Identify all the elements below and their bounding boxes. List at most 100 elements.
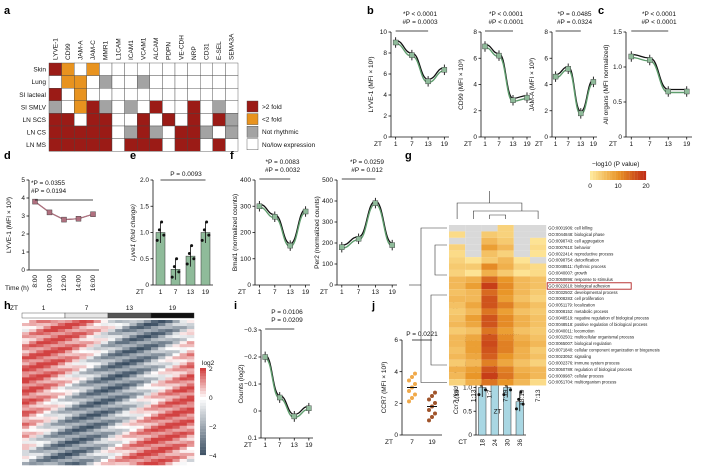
- h-heatmap-cell: [29, 431, 37, 436]
- h-heatmap-cell: [86, 437, 94, 442]
- a-row-label: Lung: [32, 79, 47, 86]
- e-replicate-dot: [190, 244, 194, 248]
- h-heatmap-cell: [65, 389, 73, 393]
- h-heatmap-cell: [72, 437, 80, 442]
- h-heatmap-cell: [165, 326, 173, 330]
- g-heatmap-cell: [497, 302, 514, 309]
- h-heatmap-cell: [50, 329, 59, 333]
- h-heatmap-cell: [172, 374, 180, 378]
- h-heatmap-cell: [129, 368, 137, 372]
- h-heatmap-cell: [186, 329, 195, 333]
- g-heatmap-cell: [497, 269, 514, 277]
- j-data-point: [427, 397, 431, 402]
- h-heatmap-cell: [43, 419, 51, 424]
- h-heatmap-cell: [172, 395, 180, 399]
- h-heatmap-cell: [108, 458, 116, 463]
- h-heatmap-cell: [43, 389, 51, 393]
- f1-data-point: [287, 242, 293, 249]
- h-heatmap-cell: [136, 446, 145, 451]
- h-scale-bar: [200, 368, 206, 371]
- g-heatmap-cell: [481, 225, 498, 232]
- b2-y-label: CD99 (MFI × 10³): [458, 59, 465, 110]
- h-heatmap-cell: [143, 410, 152, 414]
- h-heatmap-cell: [151, 341, 159, 345]
- g-scale-bar: [609, 171, 613, 180]
- a-heatmap-cell: [136, 75, 150, 89]
- h-heatmap-cell: [65, 443, 73, 448]
- h-heatmap-cell: [158, 446, 166, 451]
- h-heatmap-cell: [172, 410, 180, 414]
- h-heatmap-cell: [108, 431, 116, 436]
- f1-data-line: [259, 206, 306, 248]
- g-heatmap-cell: [513, 289, 530, 296]
- h-heatmap-cell: [50, 455, 59, 460]
- h-heatmap-cell: [43, 416, 51, 420]
- h-heatmap-cell: [115, 320, 123, 324]
- g-heatmap-cell: [465, 225, 482, 232]
- g-heatmap-cell: [530, 353, 547, 360]
- h-heatmap-cell: [57, 371, 66, 375]
- h-heatmap-cell: [79, 362, 87, 366]
- a-heatmap-cell: [48, 100, 62, 114]
- h-heatmap-cell: [158, 443, 166, 448]
- h-heatmap-cell: [143, 347, 152, 351]
- h-heatmap-cell: [122, 383, 130, 387]
- h-heatmap-cell: [93, 329, 102, 333]
- h-heatmap-cell: [143, 332, 152, 336]
- h-heatmap-cell: [43, 347, 51, 351]
- h-heatmap-cell: [72, 416, 80, 420]
- j-y-tick-label: 0: [394, 432, 398, 439]
- g-row-label: GO:0098743: cell aggregation: [548, 238, 605, 243]
- h-heatmap-cell: [143, 443, 152, 448]
- b1-annotation: #P = 0.0003: [402, 19, 438, 26]
- h-heatmap-cell: [151, 458, 159, 463]
- a-heatmap-cell: [212, 113, 226, 127]
- j-data-point: [407, 399, 411, 404]
- h-heatmap-cell: [100, 335, 109, 339]
- h-heatmap-cell: [57, 431, 66, 436]
- h-heatmap-cell: [65, 428, 73, 433]
- f1-y-tick-label: 400: [240, 177, 251, 184]
- h-x-label: ZT: [10, 305, 18, 312]
- g-heatmap-cell: [513, 269, 530, 277]
- h-heatmap-cell: [29, 416, 37, 420]
- h-heatmap-cell: [122, 344, 130, 348]
- h-heatmap-cell: [165, 377, 173, 381]
- h-heatmap-cell: [65, 374, 73, 378]
- g-heatmap-cell: [465, 308, 482, 315]
- h-heatmap-cell: [151, 425, 159, 430]
- d-data-point: [61, 216, 67, 223]
- h-heatmap-cell: [100, 398, 109, 402]
- a-heatmap-cell: [86, 100, 100, 114]
- h-heatmap-cell: [65, 398, 73, 402]
- h-heatmap-cell: [129, 329, 137, 333]
- h-heatmap-cell: [115, 374, 123, 378]
- h-heatmap-cell: [129, 407, 137, 411]
- h-heatmap-cell: [179, 374, 188, 378]
- g-heatmap-cell: [449, 308, 466, 315]
- c-x-tick-label: 7: [648, 141, 652, 148]
- j-data-point: [410, 375, 414, 380]
- h-heatmap-cell: [122, 395, 130, 399]
- h-heatmap-cell: [57, 383, 66, 387]
- h-heatmap-cell: [65, 335, 73, 339]
- h-scale-tick-label: 2: [209, 366, 213, 373]
- h-heatmap-cell: [43, 458, 51, 463]
- h-heatmap-cell: [36, 362, 44, 366]
- a-column-label: JAM-C: [90, 40, 97, 60]
- h-heatmap-cell: [100, 350, 109, 354]
- a-heatmap-cell: [174, 100, 188, 114]
- a-heatmap-cell: [86, 75, 100, 89]
- h-heatmap-cell: [186, 344, 195, 348]
- h-heatmap-cell: [50, 359, 59, 363]
- h-heatmap-cell: [108, 425, 116, 430]
- h-heatmap-cell: [100, 392, 109, 396]
- h-heatmap-cell: [50, 449, 59, 454]
- h-heatmap-cell: [179, 347, 188, 351]
- h-heatmap-cell: [86, 398, 94, 402]
- b3-x-label: ZT: [535, 141, 543, 148]
- h-heatmap-cell: [143, 365, 152, 369]
- h-heatmap-cell: [57, 434, 66, 439]
- h-heatmap-cell: [151, 347, 159, 351]
- a-heatmap-cell: [162, 62, 176, 76]
